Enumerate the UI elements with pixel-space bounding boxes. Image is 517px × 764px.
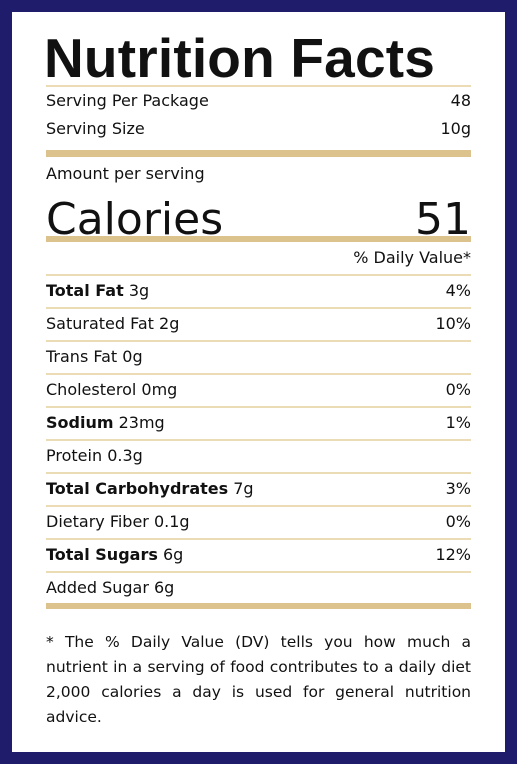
nutrient-dv: 1% (445, 413, 471, 432)
divider (46, 406, 471, 408)
divider (46, 373, 471, 375)
nutrient-amount: 0.3g (107, 446, 143, 465)
divider (46, 505, 471, 507)
divider (46, 340, 471, 342)
divider (46, 538, 471, 540)
divider (46, 439, 471, 441)
nutrient-dv: 4% (445, 281, 471, 300)
nutrient-amount: 0g (122, 347, 143, 366)
nutrient-name: Cholesterol (46, 380, 137, 399)
nutrient-amount: 0mg (141, 380, 178, 399)
nutrient-row: Cholesterol 0mg 0% (46, 379, 471, 401)
nutrient-amount: 6g (154, 578, 175, 597)
serving-row: Serving Per Package 48 (46, 90, 471, 112)
nutrient-row: Total Fat 3g 4% (46, 280, 471, 302)
nutrient-amount: 3g (128, 281, 150, 300)
amount-label: Amount per serving (46, 164, 205, 183)
label-panel: Nutrition Facts Amount per serving Calor… (12, 12, 505, 752)
nutrient-dv: 12% (435, 545, 471, 564)
divider (46, 274, 471, 276)
nutrient-amount: 6g (162, 545, 184, 564)
divider-thick (46, 603, 471, 609)
nutrient-dv: 10% (435, 314, 471, 333)
nutrient-dv: 0% (445, 380, 471, 399)
nutrient-amount: 2g (159, 314, 180, 333)
serving-label: Serving Per Package (46, 91, 209, 110)
nutrient-dv: 0% (445, 512, 471, 531)
nutrient-name: Total Fat (46, 281, 124, 300)
serving-row: Serving Size 10g (46, 118, 471, 140)
title: Nutrition Facts (44, 27, 436, 89)
nutrient-name: Dietary Fiber (46, 512, 149, 531)
footnote: * The % Daily Value (DV) tells you how m… (46, 633, 471, 726)
nutrient-name: Trans Fat (46, 347, 118, 366)
nutrient-dv: 3% (445, 479, 471, 498)
serving-value: 48 (450, 91, 471, 110)
divider (46, 85, 471, 87)
dv-header: % Daily Value* (353, 248, 471, 267)
nutrient-name: Added Sugar (46, 578, 149, 597)
serving-value: 10g (440, 119, 471, 138)
nutrient-row: Sodium 23mg 1% (46, 412, 471, 434)
nutrient-row: Protein 0.3g (46, 445, 471, 467)
nutrient-name: Saturated Fat (46, 314, 154, 333)
divider (46, 472, 471, 474)
serving-label: Serving Size (46, 119, 145, 138)
nutrient-name: Protein (46, 446, 103, 465)
nutrient-amount: 0.1g (153, 512, 190, 531)
divider (46, 307, 471, 309)
nutrient-row: Total Sugars 6g 12% (46, 544, 471, 566)
nutrient-row: Saturated Fat 2g 10% (46, 313, 471, 335)
nutrient-name: Total Sugars (46, 545, 158, 564)
nutrient-row: Added Sugar 6g (46, 577, 471, 599)
divider-thick (46, 236, 471, 242)
nutrient-amount: 23mg (118, 413, 165, 432)
nutrient-row: Dietary Fiber 0.1g 0% (46, 511, 471, 533)
nutrient-amount: 7g (233, 479, 254, 498)
nutrient-row: Trans Fat 0g (46, 346, 471, 368)
nutrient-name: Sodium (46, 413, 114, 432)
nutrient-name: Total Carbohydrates (46, 479, 229, 498)
nutrient-row: Total Carbohydrates 7g 3% (46, 478, 471, 500)
divider (46, 571, 471, 573)
divider-thick (46, 150, 471, 157)
